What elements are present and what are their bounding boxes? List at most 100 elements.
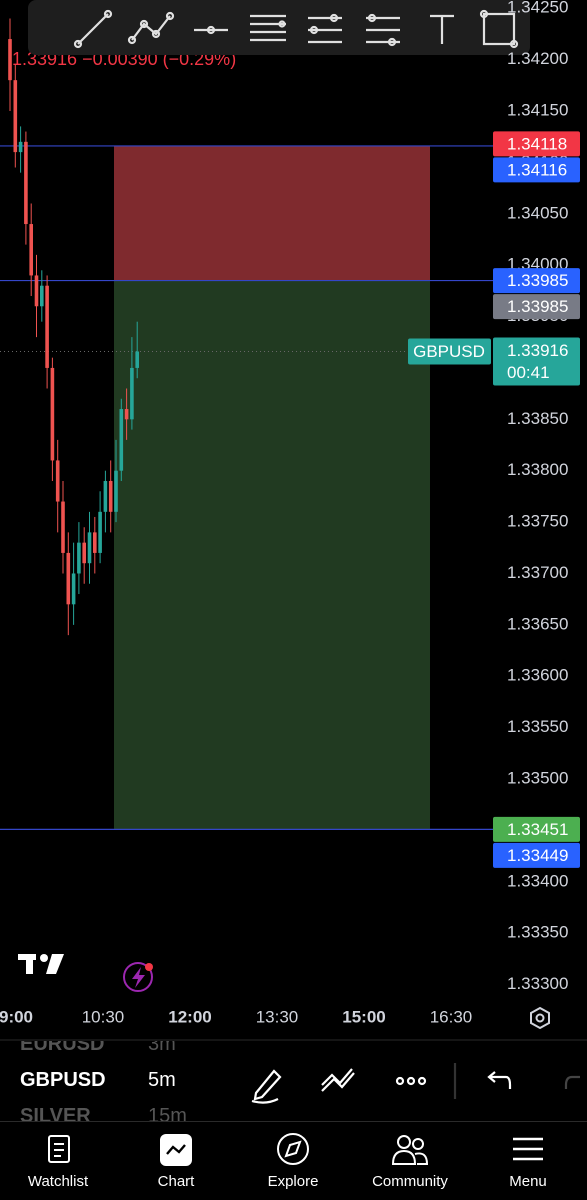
- y-tick-label: 1.33850: [507, 409, 568, 428]
- candle-body: [135, 351, 139, 368]
- candle-body: [55, 460, 60, 502]
- y-tick-label: 1.34250: [507, 0, 568, 17]
- nav-label: Community: [372, 1173, 448, 1190]
- candle-body: [103, 480, 108, 512]
- nav-label: Explore: [267, 1173, 319, 1190]
- price-badge: [493, 157, 580, 183]
- symbol-interval: 5m: [148, 1069, 176, 1091]
- symbol-interval: 3m: [148, 1041, 176, 1055]
- nav-border: [0, 1121, 587, 1122]
- countdown: 00:41: [507, 363, 550, 382]
- nav-label: Watchlist: [27, 1173, 89, 1190]
- price-badge: [493, 131, 580, 157]
- price-badge: [493, 268, 580, 294]
- nav-icon: [391, 1135, 429, 1165]
- candle-body: [82, 542, 86, 564]
- nav-community[interactable]: Community: [355, 1122, 465, 1200]
- text-tool[interactable]: [430, 14, 454, 44]
- y-tick-label: 1.33350: [507, 923, 568, 942]
- x-tick-label: 9:00: [0, 1007, 33, 1026]
- y-tick-label: 1.33800: [507, 460, 568, 479]
- candle-body: [34, 275, 39, 307]
- lightning-button[interactable]: [123, 962, 153, 992]
- y-tick-label: 1.33400: [507, 871, 568, 890]
- target-zone: [114, 280, 430, 830]
- last-price-badge: [493, 337, 580, 386]
- candle-body: [66, 552, 71, 605]
- drawing-toolbar: [28, 0, 530, 55]
- nav-icon: [160, 1134, 192, 1166]
- x-tick-label: 12:00: [168, 1007, 211, 1026]
- candle-body: [45, 285, 49, 368]
- nav-chart[interactable]: Chart: [121, 1122, 231, 1200]
- x-tick-label: 10:30: [82, 1007, 125, 1026]
- candle-body: [108, 480, 113, 512]
- x-tick-label: 15:00: [342, 1007, 385, 1026]
- channel-tool[interactable]: [308, 13, 342, 44]
- more-button[interactable]: [395, 1076, 427, 1086]
- nav-explore[interactable]: Explore: [238, 1122, 348, 1200]
- y-tick-label: 1.34050: [507, 203, 568, 222]
- stop-zone: [114, 145, 430, 281]
- price-badge-label: 1.34116: [507, 160, 567, 179]
- x-tick-label: 16:30: [430, 1007, 473, 1026]
- symbol-tag-label: GBPUSD: [413, 342, 485, 361]
- nav-label: Chart: [157, 1173, 195, 1190]
- nav-icon: [48, 1135, 70, 1163]
- last-price-label: 1.33916: [507, 341, 568, 360]
- candle-body: [24, 141, 28, 225]
- candle-body: [77, 542, 81, 574]
- y-tick-label: 1.34200: [507, 49, 568, 68]
- draw-button[interactable]: [251, 1069, 282, 1104]
- symbol-row[interactable]: GBPUSD 5m: [20, 1069, 176, 1092]
- nav-icon: [513, 1137, 543, 1161]
- candle-body: [71, 573, 76, 605]
- candle-body: [124, 409, 129, 420]
- price-badge: [493, 816, 580, 842]
- horizontal-line-tool[interactable]: [194, 25, 228, 35]
- candle-body: [93, 532, 97, 553]
- indicators-button[interactable]: [321, 1068, 355, 1092]
- chart: 1.33916 −0.00390 (−0.29%) 1.342501.34200…: [0, 0, 587, 1041]
- nav-icon: [277, 1133, 309, 1165]
- rectangle-tool[interactable]: [479, 9, 519, 49]
- y-tick-label: 1.33300: [507, 974, 568, 993]
- nav-watchlist[interactable]: Watchlist: [3, 1122, 113, 1200]
- nav-menu[interactable]: Menu: [473, 1122, 583, 1200]
- y-tick-label: 1.33750: [507, 512, 568, 531]
- y-tick-label: 1.33500: [507, 769, 568, 788]
- y-tick-label: 1.33600: [507, 666, 568, 685]
- candle-body: [130, 367, 134, 420]
- redo-button[interactable]: [564, 1075, 580, 1089]
- candle-body: [40, 285, 44, 307]
- candle-body: [98, 511, 102, 553]
- fib-tool[interactable]: [250, 14, 286, 42]
- symbol-row[interactable]: SILVER 15m: [20, 1105, 187, 1121]
- candle-body: [8, 39, 12, 81]
- pitchfork-tool[interactable]: [366, 13, 400, 47]
- candle-body: [29, 224, 33, 276]
- symbol-bar-icons: [251, 1063, 580, 1104]
- symbol-bar: EURUSD 3m GBPUSD 5m SILVER 15m: [0, 1041, 587, 1121]
- price-badge-label: 1.33985: [507, 271, 568, 290]
- trend-line-tool[interactable]: [73, 9, 113, 49]
- candle-body: [50, 367, 55, 461]
- candle-body: [87, 532, 92, 564]
- candle-body: [13, 80, 18, 153]
- y-tick-label: 1.33650: [507, 614, 568, 633]
- symbol-tag: [408, 338, 491, 365]
- price-badge: [493, 842, 580, 868]
- undo-button[interactable]: [487, 1071, 512, 1089]
- candle-body: [61, 501, 65, 553]
- symbol-interval: 15m: [148, 1105, 187, 1121]
- symbol-name: EURUSD: [20, 1041, 105, 1055]
- price-badge-label: 1.34118: [507, 134, 567, 153]
- symbol-row[interactable]: EURUSD 3m: [20, 1041, 176, 1056]
- nav-label: Menu: [509, 1173, 547, 1190]
- symbol-name: SILVER: [20, 1105, 91, 1121]
- path-tool[interactable]: [127, 11, 175, 45]
- candle-body: [119, 409, 124, 471]
- candle-body: [18, 141, 23, 153]
- settings-button[interactable]: [530, 1006, 550, 1030]
- x-tick-label: 13:30: [256, 1007, 299, 1026]
